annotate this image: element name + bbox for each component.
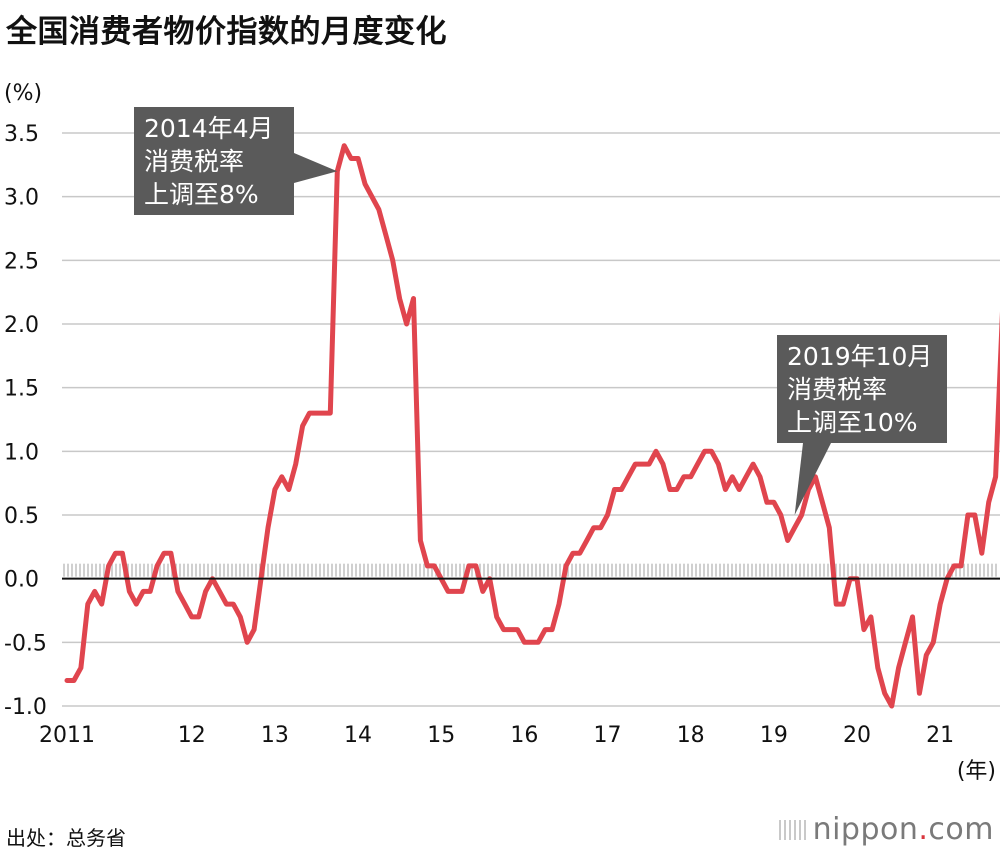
brand-tld: com — [928, 812, 994, 847]
y-tick-label: 3.0 — [4, 186, 39, 211]
y-tick-label: 2.0 — [4, 313, 39, 338]
x-axis-unit-label: (年) — [957, 759, 996, 784]
brand-logo: nippon.com — [778, 812, 994, 847]
source-label: 出处：总务省 — [6, 826, 126, 850]
y-tick-label: 1.5 — [4, 377, 39, 402]
series-layer — [64, 143, 1000, 709]
brand-dot: . — [918, 812, 929, 847]
y-tick-label: 0.5 — [4, 504, 39, 529]
series-line-0 — [64, 143, 1000, 709]
y-tick-label: 0.0 — [4, 568, 39, 593]
y-tick-label: -0.5 — [4, 631, 47, 656]
cpi-line-chart: -1.0 -0.5 0.0 0.5 1.0 1.5 2.0 2.5 3.0 3.5 (%) 2011 1… — [4, 81, 1000, 784]
annotation-text-line: 2014年4月 — [144, 114, 274, 143]
y-tick-label: 2.5 — [4, 249, 39, 274]
y-tick-label: 1.0 — [4, 440, 39, 465]
annotation-box — [777, 335, 947, 443]
annotation-text-line: 消费税率 — [144, 147, 244, 176]
annotation-text-line: 消费税率 — [787, 375, 887, 404]
x-tick-label: 13 — [261, 723, 289, 748]
x-tick-label: 14 — [344, 723, 372, 748]
brand-bars-icon — [778, 820, 807, 840]
x-tick-label: 2011 — [39, 723, 95, 748]
x-tick-label: 12 — [178, 723, 206, 748]
chart-title: 全国消费者物价指数的月度变化 — [6, 14, 447, 50]
x-tick-label: 18 — [677, 723, 705, 748]
y-tick-label: 3.5 — [4, 122, 39, 147]
x-tick-label: 21 — [926, 723, 954, 748]
annotation-box — [134, 107, 294, 215]
y-axis-unit-label: (%) — [4, 81, 42, 106]
x-tick-label: 19 — [760, 723, 788, 748]
annotation-pointer — [294, 153, 338, 183]
x-tick-label: 15 — [427, 723, 455, 748]
annotation-text-line: 2019年10月 — [787, 342, 932, 371]
zero-line-band — [63, 563, 997, 577]
x-tick-label: 16 — [510, 723, 538, 748]
axis-layer: -1.0 -0.5 0.0 0.5 1.0 1.5 2.0 2.5 3.0 3.5 (%) 2011 1… — [4, 81, 1000, 784]
x-tick-label: 17 — [594, 723, 622, 748]
y-tick-label: -1.0 — [4, 695, 47, 720]
annotation-pointer — [794, 443, 831, 515]
annotation-text-line: 上调至8% — [144, 180, 259, 209]
annotation-text-line: 上调至10% — [787, 408, 918, 437]
brand-name: nippon — [812, 812, 919, 847]
x-tick-label: 20 — [843, 723, 871, 748]
